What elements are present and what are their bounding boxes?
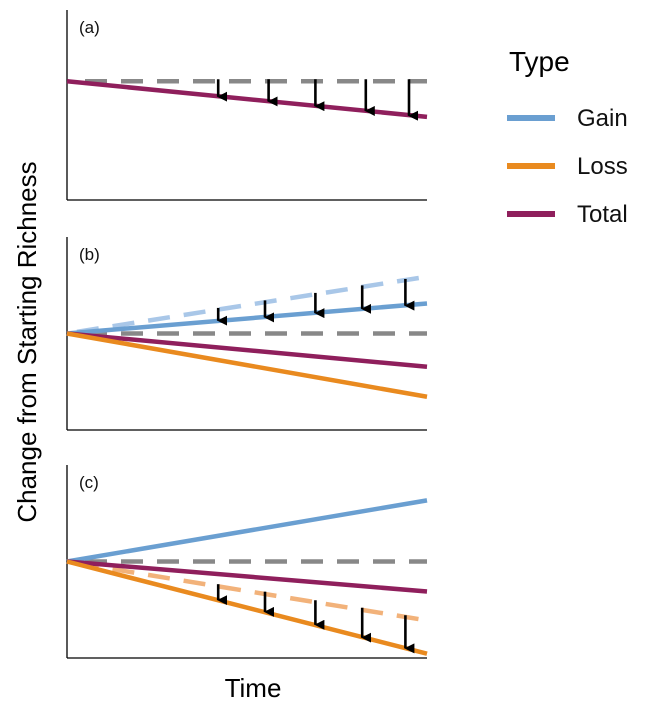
legend-label-total: Total <box>577 201 628 228</box>
panel-c-label: (c) <box>79 473 99 492</box>
panel-a: (a) <box>66 10 428 201</box>
panel-b-series-loss <box>66 331 428 399</box>
x-axis-title: Time <box>225 673 282 702</box>
panel-a-series-total <box>66 79 428 120</box>
legend-title: Type <box>509 46 570 77</box>
panels: (a) (b) (c) <box>66 10 428 659</box>
legend-label-loss: Loss <box>577 153 628 180</box>
panel-c: (c) <box>66 465 428 659</box>
panel-c-series-gain <box>66 498 428 564</box>
legend: Type Gain Loss Total <box>507 46 628 228</box>
panel-b-label: (b) <box>79 245 100 264</box>
panel-b: (b) <box>66 237 428 431</box>
legend-label-gain: Gain <box>577 105 628 132</box>
panel-b-series-total <box>66 331 428 369</box>
panel-b-series-gain <box>66 301 428 336</box>
panel-c-series-total <box>66 559 428 594</box>
panel-a-label: (a) <box>79 18 100 37</box>
y-axis-title: Change from Starting Richness <box>12 161 42 522</box>
panel-b-reference-line-0 <box>76 274 428 335</box>
panel-c-reference-line-0 <box>76 561 428 623</box>
